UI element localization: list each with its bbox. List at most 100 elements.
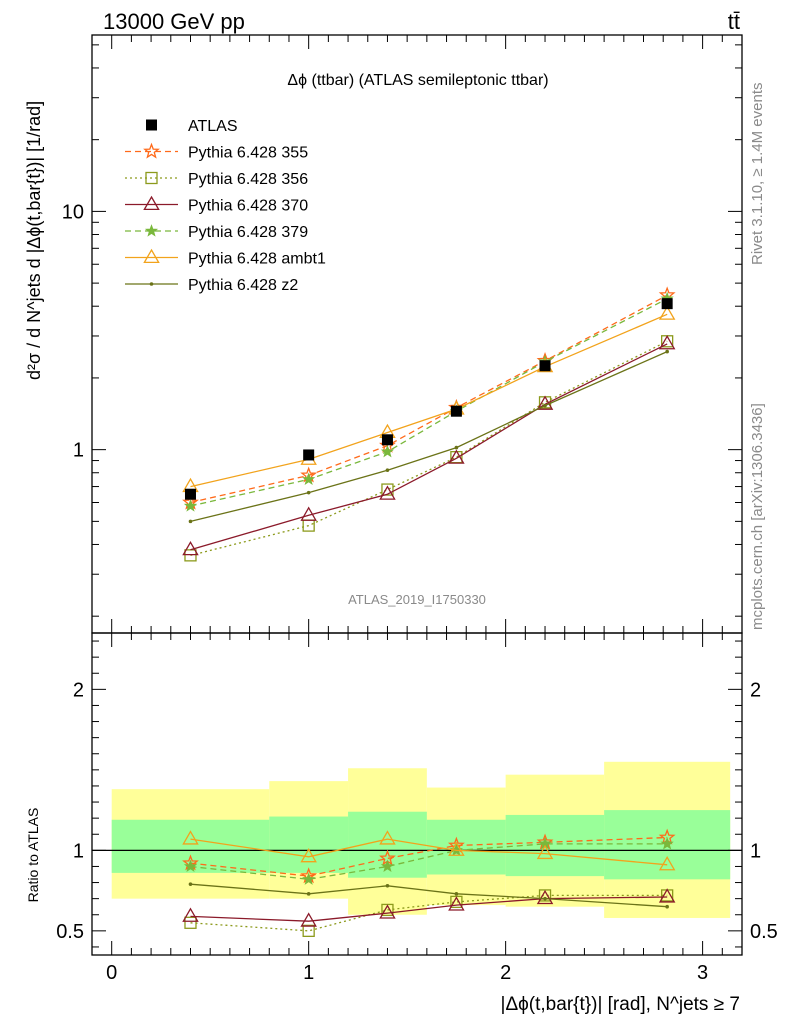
- series-2-ratio-point: [379, 904, 396, 919]
- legend-label: Pythia 6.428 355: [188, 145, 308, 162]
- ratio-inner-band: [269, 816, 349, 873]
- atlas-data-point: [381, 434, 393, 446]
- series-1-ratio-point: [184, 916, 197, 929]
- series-2-point: [182, 540, 199, 556]
- legend-label: Pythia 6.428 z2: [188, 277, 298, 294]
- legend-marker: [146, 119, 157, 131]
- legend-label: Pythia 6.428 379: [188, 224, 308, 241]
- series-5-point: [454, 445, 459, 450]
- atlas-data-point: [661, 298, 673, 310]
- series-1-point: [381, 483, 394, 496]
- y-tick-label: 1: [73, 440, 84, 462]
- series-2-ratio-point: [658, 888, 676, 903]
- x-tick-label: 2: [500, 962, 511, 984]
- y-tick-label: 10: [62, 201, 84, 223]
- rivet-version-label: Rivet 3.1.10, ≥ 1.4M events: [749, 83, 766, 266]
- legend-entry: Pythia 6.428 370: [125, 195, 308, 215]
- y-axis-label: d²σ / d N^jets d |Δϕ(t,bar{t})| [1/rad]: [24, 101, 44, 380]
- series-1-ratio-point: [302, 924, 315, 937]
- series-4-ratio-point: [379, 830, 396, 845]
- series-1-line: [190, 340, 668, 557]
- series-2-point: [448, 449, 465, 464]
- series-4-ratio-point: [448, 841, 465, 856]
- legend-entry: Pythia 6.428 379: [125, 224, 308, 241]
- chart-title: Δϕ (ttbar) (ATLAS semileptonic ttbar): [287, 72, 548, 89]
- ratio-tick-label: 2: [73, 679, 84, 701]
- series-2-point: [536, 395, 554, 410]
- legend-label: Pythia 6.428 ambt1: [188, 251, 326, 268]
- main-panel: 1 10: [62, 34, 743, 634]
- series-2-ratio-line: [190, 896, 668, 922]
- series-3-line: [190, 298, 668, 507]
- legend-entry: Pythia 6.428 356: [125, 171, 308, 188]
- series-5-ratio-line: [190, 883, 668, 908]
- x-axis-label: |Δϕ(t,bar{t})| [rad], N^jets ≥ 7: [501, 994, 740, 1015]
- series-4-ratio-point: [658, 856, 676, 871]
- legend-label: Pythia 6.428 356: [188, 171, 308, 188]
- series-5-ratio-point: [454, 892, 459, 896]
- series-3-point: [183, 499, 198, 512]
- energy-label: 13000 GeV pp: [103, 9, 245, 34]
- series-5-point: [543, 403, 547, 408]
- legend-marker: [149, 282, 154, 286]
- series-2-ratio-point: [536, 889, 554, 905]
- series-5-ratio-point: [385, 883, 390, 888]
- series-5-point: [306, 490, 311, 495]
- atlas-data-point: [450, 405, 462, 417]
- series-4-ratio-point: [536, 844, 554, 860]
- series-4-ratio-point: [182, 830, 199, 845]
- legend-marker: [143, 195, 160, 211]
- series-5-point: [665, 349, 669, 354]
- source-label: mcplots.cern.ch [arXiv:1306.3436]: [749, 403, 766, 630]
- series-3-ratio-point: [660, 836, 674, 850]
- series-5-point: [188, 519, 193, 524]
- atlas-data-point: [539, 360, 551, 372]
- legend-entry: Pythia 6.428 z2: [125, 277, 298, 294]
- legend-marker: [144, 224, 159, 237]
- atlas-data-point: [184, 488, 196, 500]
- series-2-line: [190, 343, 668, 551]
- legend-label: Pythia 6.428 370: [188, 198, 308, 215]
- x-tick-label: 3: [697, 962, 708, 984]
- series-5-ratio-point: [543, 896, 547, 901]
- ratio-tick-label-right: 0.5: [750, 921, 778, 943]
- atlas-data-point: [303, 449, 315, 461]
- series-3-point: [302, 472, 316, 486]
- series-1-point: [184, 549, 197, 562]
- ratio-tick-label-right: 1: [750, 840, 761, 862]
- legend-entry: Pythia 6.428 ambt1: [125, 248, 326, 268]
- series-5-point: [385, 468, 390, 472]
- series-2-point: [379, 485, 396, 500]
- series-4-line: [190, 313, 668, 488]
- legend-label: ATLAS: [188, 118, 238, 135]
- legend-marker: [143, 248, 160, 264]
- series-0-ratio-line: [190, 836, 668, 877]
- ratio-y-axis-label: Ratio to ATLAS: [25, 808, 41, 903]
- ratio-tick-label-right: 2: [750, 679, 761, 701]
- series-2-ratio-point: [300, 912, 317, 927]
- series-4-ratio-point: [300, 847, 317, 863]
- ratio-tick-label: 1: [73, 840, 84, 862]
- legend-marker: [145, 171, 158, 185]
- series-0-line: [190, 294, 668, 504]
- series-5-line: [190, 351, 668, 523]
- series-4-point: [658, 305, 676, 320]
- legend-entry: ATLAS: [146, 118, 238, 135]
- series-3-ratio-line: [190, 843, 668, 880]
- legend-marker: [143, 142, 160, 159]
- process-label: tt̄: [728, 9, 740, 34]
- analysis-watermark: ATLAS_2019_I1750330: [348, 592, 486, 607]
- series-2-ratio-point: [182, 907, 199, 922]
- legend-entry: Pythia 6.428 355: [125, 142, 308, 162]
- series-5-ratio-point: [665, 904, 669, 909]
- series-3-ratio-point: [380, 859, 395, 873]
- ratio-panel: 0 1 2 3 0.5 0.5 1 1 2 2: [56, 632, 778, 984]
- ratio-tick-label: 0.5: [56, 921, 84, 943]
- series-3-ratio-point: [183, 859, 198, 873]
- series-3-ratio-point: [302, 872, 316, 885]
- series-5-ratio-point: [306, 892, 311, 896]
- ratio-frame: [91, 632, 743, 956]
- x-tick-label: 0: [106, 962, 117, 984]
- x-tick-label: 1: [303, 962, 314, 984]
